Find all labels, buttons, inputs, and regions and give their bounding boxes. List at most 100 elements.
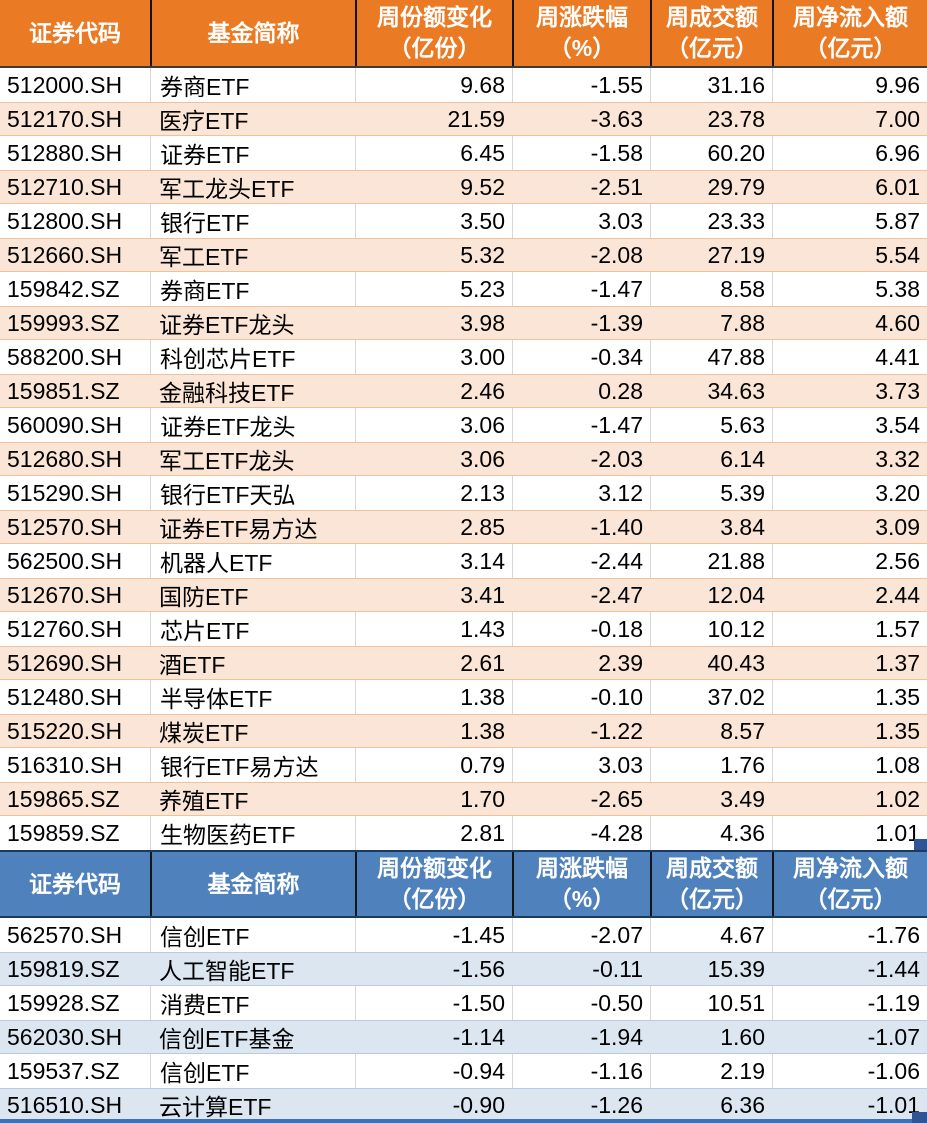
value-cell: 1.37 bbox=[875, 649, 920, 676]
value-cell: 23.33 bbox=[650, 204, 772, 238]
name-cell: 券商ETF bbox=[150, 272, 355, 306]
value-cell: -0.94 bbox=[355, 1054, 512, 1088]
table-row: 159537.SZ 信创ETF -0.94 -1.16 2.19 -1.06 bbox=[0, 1054, 927, 1088]
code-cell: 159859.SZ bbox=[7, 819, 120, 846]
net-outflow-body: 562570.SH 信创ETF -1.45 -2.07 4.67 -1.76 159819.… bbox=[0, 918, 927, 1122]
code-cell: 512680.SH bbox=[7, 445, 123, 472]
value-cell: 15.39 bbox=[707, 955, 765, 982]
value-cell: 2.39 bbox=[598, 649, 643, 676]
code-cell: 159865.SZ bbox=[7, 785, 120, 812]
table-bottom-border bbox=[0, 1119, 927, 1123]
value-cell: 7.00 bbox=[875, 105, 920, 132]
value-cell: -0.34 bbox=[512, 340, 650, 374]
value-cell: -1.56 bbox=[452, 955, 505, 982]
value-cell: -2.07 bbox=[512, 918, 650, 952]
name-cell: 证券ETF龙头 bbox=[150, 408, 355, 442]
header-cell: 基金简称 bbox=[150, 852, 355, 916]
code-cell: 512660.SH bbox=[7, 241, 123, 268]
code-cell: 562570.SH bbox=[7, 921, 123, 948]
table-row: 516510.SH 云计算ETF -0.90 -1.26 6.36 -1.01 bbox=[0, 1088, 927, 1122]
table-row: 562570.SH 信创ETF -1.45 -2.07 4.67 -1.76 bbox=[0, 918, 927, 952]
code-cell: 515290.SH bbox=[7, 479, 123, 506]
value-cell: -1.26 bbox=[590, 1091, 643, 1118]
name-cell: 消费ETF bbox=[150, 986, 355, 1020]
value-cell: 5.54 bbox=[875, 241, 920, 268]
header-cell: 周涨跌幅 （%） bbox=[512, 0, 650, 66]
name-cell: 军工ETF bbox=[159, 244, 249, 270]
value-cell: 37.02 bbox=[650, 680, 772, 714]
value-cell: 3.32 bbox=[875, 445, 920, 472]
value-cell: 4.60 bbox=[875, 309, 920, 336]
value-cell: 3.98 bbox=[460, 309, 505, 336]
name-cell: 信创ETF bbox=[150, 1054, 355, 1088]
code-cell: 562500.SH bbox=[7, 547, 123, 574]
code-cell: 560090.SH bbox=[7, 411, 123, 438]
value-cell: 12.04 bbox=[707, 581, 765, 608]
header-cell: 证券代码 bbox=[29, 19, 121, 46]
value-cell: 3.84 bbox=[720, 513, 765, 540]
code-cell: 588200.SH bbox=[7, 343, 123, 370]
value-cell: -1.94 bbox=[590, 1023, 643, 1050]
name-cell: 信创ETF bbox=[150, 918, 355, 952]
value-cell: 2.46 bbox=[460, 377, 505, 404]
value-cell: 9.68 bbox=[355, 68, 512, 102]
name-cell: 银行ETF易方达 bbox=[150, 748, 355, 782]
value-cell: -1.22 bbox=[590, 717, 643, 744]
code-cell: 159842.SZ bbox=[7, 275, 120, 302]
value-cell: 2.61 bbox=[460, 649, 505, 676]
cell-selection-handle-icon bbox=[912, 1112, 927, 1123]
name-cell: 医疗ETF bbox=[159, 108, 249, 134]
name-cell: 煤炭ETF bbox=[159, 720, 249, 746]
code-cell: 512760.SH bbox=[7, 615, 123, 642]
value-cell: 2.19 bbox=[650, 1054, 772, 1088]
name-cell: 科创芯片ETF bbox=[150, 340, 355, 374]
table-row: 512800.SH 银行ETF 3.50 3.03 23.33 5.87 bbox=[0, 204, 927, 238]
value-cell: 5.38 bbox=[772, 272, 927, 306]
value-cell: 3.41 bbox=[460, 581, 505, 608]
table-row: 159865.SZ 养殖ETF 1.70 -2.65 3.49 1.02 bbox=[0, 782, 927, 816]
value-cell: 2.56 bbox=[772, 544, 927, 578]
value-cell: 3.20 bbox=[772, 476, 927, 510]
code-cell: 516510.SH bbox=[7, 1091, 123, 1118]
table-row: 512760.SH 芯片ETF 1.43 -0.18 10.12 1.57 bbox=[0, 612, 927, 646]
value-cell: -1.50 bbox=[355, 986, 512, 1020]
name-cell: 云计算ETF bbox=[159, 1094, 272, 1120]
value-cell: 1.01 bbox=[772, 816, 927, 850]
value-cell: 1.38 bbox=[460, 717, 505, 744]
value-cell: 9.96 bbox=[772, 68, 927, 102]
value-cell: 29.79 bbox=[707, 173, 765, 200]
value-cell: -1.40 bbox=[590, 513, 643, 540]
value-cell: 3.06 bbox=[355, 408, 512, 442]
value-cell: 10.51 bbox=[650, 986, 772, 1020]
value-cell: 27.19 bbox=[707, 241, 765, 268]
value-cell: 60.20 bbox=[650, 136, 772, 170]
code-cell: 512690.SH bbox=[7, 649, 123, 676]
name-cell: 军工龙头ETF bbox=[159, 176, 295, 202]
table-row: 159928.SZ 消费ETF -1.50 -0.50 10.51 -1.19 bbox=[0, 986, 927, 1020]
value-cell: 6.96 bbox=[772, 136, 927, 170]
table-row: 512680.SH 军工ETF龙头 3.06 -2.03 6.14 3.32 bbox=[0, 442, 927, 476]
value-cell: 1.35 bbox=[772, 680, 927, 714]
value-cell: 1.70 bbox=[460, 785, 505, 812]
header-cell: 周成交额 （亿元） bbox=[650, 852, 772, 916]
table-row: 159859.SZ 生物医药ETF 2.81 -4.28 4.36 1.01 bbox=[0, 816, 927, 850]
code-cell: 512570.SH bbox=[7, 513, 123, 540]
code-cell: 159537.SZ bbox=[7, 1057, 120, 1084]
value-cell: -1.58 bbox=[512, 136, 650, 170]
value-cell: -1.76 bbox=[772, 918, 927, 952]
name-cell: 金融科技ETF bbox=[159, 380, 295, 406]
name-cell: 酒ETF bbox=[159, 652, 226, 678]
value-cell: 2.85 bbox=[460, 513, 505, 540]
value-cell: -1.39 bbox=[590, 309, 643, 336]
table-row: 512480.SH 半导体ETF 1.38 -0.10 37.02 1.35 bbox=[0, 680, 927, 714]
value-cell: -1.55 bbox=[512, 68, 650, 102]
value-cell: -2.51 bbox=[590, 173, 643, 200]
net-inflow-header-row: 证券代码 基金简称 周份额变化 （亿份） 周涨跌幅 （%） 周成交额 （亿元） 周净流入额 （亿元… bbox=[0, 0, 927, 68]
code-cell: 512800.SH bbox=[7, 207, 123, 234]
value-cell: -3.63 bbox=[590, 105, 643, 132]
value-cell: 2.44 bbox=[875, 581, 920, 608]
header-cell: 证券代码 bbox=[29, 870, 121, 897]
value-cell: -0.11 bbox=[592, 955, 643, 982]
value-cell: 3.14 bbox=[355, 544, 512, 578]
value-cell: 1.35 bbox=[875, 717, 920, 744]
